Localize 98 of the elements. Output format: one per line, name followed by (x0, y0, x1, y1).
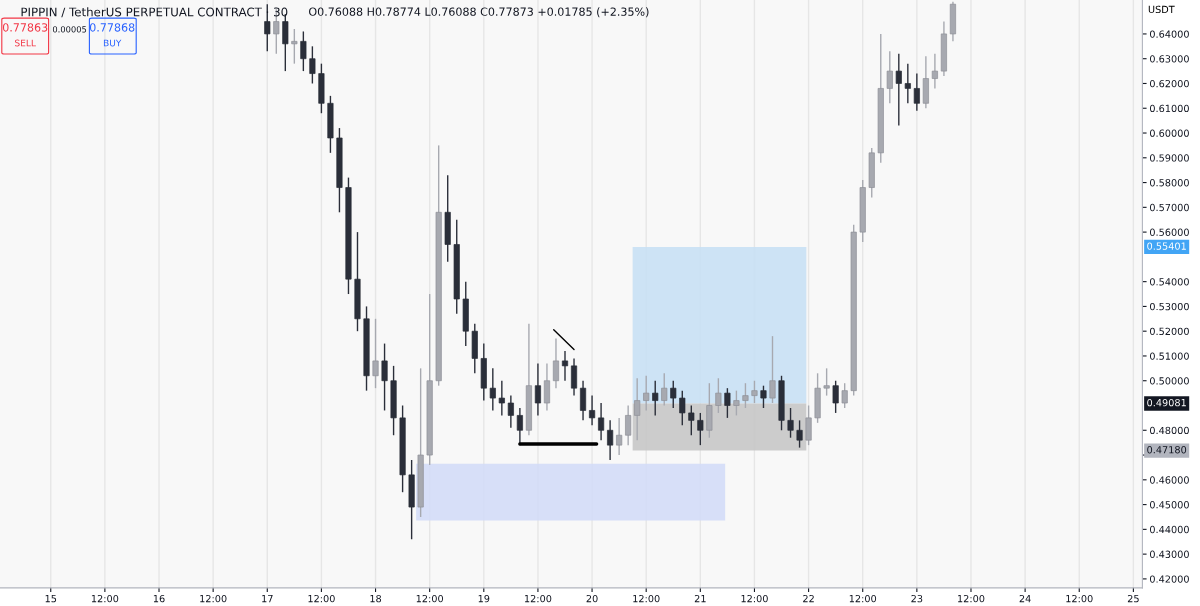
candlestick (625, 404, 632, 446)
candlestick (886, 50, 893, 104)
text: 0.47180 (1147, 446, 1187, 454)
x-tick-label: 19 (478, 594, 490, 603)
candlestick (498, 380, 505, 417)
y-tick-label: 0.57000 (1149, 203, 1189, 212)
candlestick (607, 419, 614, 461)
candlestick (841, 382, 848, 409)
x-tick-label: 21 (694, 594, 706, 603)
y-tick-label: 0.60000 (1149, 129, 1189, 137)
candlestick (787, 407, 794, 439)
y-tick-label: 0.42000 (1149, 575, 1189, 583)
x-tick-label: 12:00 (633, 594, 660, 603)
candlestick (904, 62, 911, 104)
candlestick (769, 335, 776, 404)
candlestick (733, 389, 740, 417)
candlestick (291, 28, 298, 65)
x-tick-label: 12:00 (1066, 594, 1093, 603)
x-tick-label: 17 (262, 595, 273, 603)
candlestick (589, 394, 596, 427)
y-tick-label: 0.43000 (1149, 550, 1189, 558)
y-tick-label: 0.58000 (1149, 179, 1189, 187)
candlestick (670, 380, 677, 409)
y-tick-label: 0.59000 (1149, 154, 1189, 162)
x-tick-label: 12:00 (416, 594, 444, 603)
candlestick (751, 380, 758, 404)
y-tick-label: 0.45000 (1149, 501, 1189, 509)
x-tick-label: 23 (911, 594, 923, 603)
candlestick (760, 384, 767, 409)
y-tick-label: 0.64000 (1149, 30, 1189, 38)
x-tick-label: 12:00 (849, 594, 877, 603)
candlestick (796, 419, 803, 449)
y-tick-label: 0.63000 (1149, 55, 1189, 63)
candlestick (715, 377, 722, 414)
x-tick-label: 25 (1127, 594, 1139, 603)
annotation: 0.77868 (89, 23, 135, 32)
x-tick-label: 20 (586, 594, 598, 603)
candlestick (579, 380, 587, 422)
y-tick-label: 0.61000 (1149, 104, 1189, 113)
candlestick (570, 357, 578, 397)
x-tick-label: 12:00 (200, 594, 227, 603)
x-tick-label: 24 (1019, 594, 1031, 603)
candlestick (724, 387, 731, 419)
candlestick (309, 45, 316, 85)
candlestick (634, 377, 641, 441)
candlestick (688, 404, 695, 436)
x-tick-label: 12:00 (741, 594, 768, 603)
x-tick-label: 12:00 (91, 594, 119, 603)
candlestick (372, 318, 379, 389)
y-tick-label: 0.62000 (1149, 79, 1189, 88)
candlestick (616, 417, 623, 456)
annotation: 0.00005 (52, 26, 87, 33)
candlestick (661, 372, 668, 407)
y-tick-label: 0.53000 (1149, 302, 1189, 311)
candlestick (742, 382, 749, 409)
candlestick (264, 3, 271, 52)
candlestick (381, 342, 388, 412)
x-tick-label: 18 (370, 594, 382, 603)
candlestick (534, 362, 541, 417)
candlestick (507, 394, 514, 429)
text: 0.49081 (1147, 398, 1186, 407)
candlestick (552, 337, 560, 389)
x-tick-label: 22 (803, 594, 814, 603)
candlestick (931, 53, 938, 90)
y-axis-title: USDT (1148, 5, 1175, 14)
candlestick (679, 389, 686, 427)
y-tick-label: 0.56000 (1149, 228, 1189, 236)
text: 0.55401 (1147, 242, 1186, 250)
annotation: BUY (103, 39, 122, 47)
candlestick (805, 404, 812, 446)
annotation: SELL (15, 39, 36, 47)
candlestick (832, 380, 839, 414)
text: PIPPIN / TetherUS PERPETUAL CONTRACT · 30 (21, 7, 288, 18)
annotation: O0.76088 H0.78774 L0.76088 C0.77873 +0.01785 (+2.35%) (309, 7, 649, 18)
candlestick (895, 53, 902, 127)
y-tick-label: 0.54000 (1149, 278, 1189, 286)
candlestick (300, 30, 307, 72)
y-tick-label: 0.44000 (1149, 525, 1189, 534)
x-tick-label: 15 (45, 595, 57, 603)
candlestick (489, 367, 496, 412)
x-tick-label: 16 (153, 594, 165, 603)
annotation: 0.77863 (2, 23, 48, 32)
y-tick-label: 0.46000 (1149, 476, 1189, 484)
candlestick (697, 412, 704, 446)
candlestick (823, 367, 830, 397)
y-tick-label: 0.48000 (1149, 426, 1189, 435)
x-tick-label: 12:00 (958, 594, 985, 603)
candlestick (598, 402, 605, 441)
y-tick-label: 0.50000 (1149, 377, 1189, 385)
candlestick (561, 350, 569, 382)
x-tick-label: 12:00 (524, 594, 552, 603)
candlestick (913, 72, 920, 112)
candlestick (643, 375, 650, 412)
x-tick-label: 12:00 (308, 594, 335, 603)
candlestick (652, 380, 659, 417)
y-tick-label: 0.52000 (1149, 327, 1189, 336)
candlestick (543, 362, 551, 412)
y-tick-label: 0.51000 (1149, 352, 1189, 360)
